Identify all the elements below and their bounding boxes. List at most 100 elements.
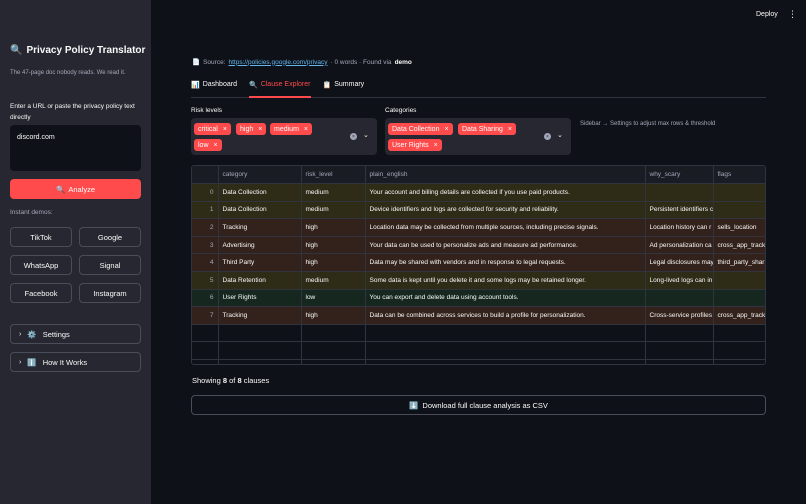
cell-plain-english[interactable]: You can export and delete data using acc… xyxy=(365,289,646,308)
column-header-index[interactable] xyxy=(192,166,219,185)
categories-multiselect[interactable]: Data Collection × Data Sharing × User Righ… xyxy=(385,118,571,155)
source-link[interactable]: https://policies.google.com/privacy xyxy=(228,58,328,66)
close-icon[interactable]: × xyxy=(507,125,512,133)
cell-risk-level[interactable]: high xyxy=(301,236,366,255)
cell-plain-english[interactable]: Device identifiers and logs are collecte… xyxy=(365,201,646,220)
cell-category[interactable]: Data Collection xyxy=(218,183,302,202)
demo-whatsapp-button[interactable]: WhatsApp xyxy=(10,255,72,275)
demo-facebook-button[interactable]: Facebook xyxy=(10,283,72,303)
cell-index[interactable]: 1 xyxy=(192,201,219,220)
column-header-plain-english[interactable]: plain_english xyxy=(365,166,646,185)
cell-plain-english[interactable]: Data may be shared with vendors and in r… xyxy=(365,253,646,273)
cell-category[interactable]: Tracking xyxy=(218,306,302,325)
table-row[interactable]: 5 Data Retention medium Some data is kept u… xyxy=(192,271,765,290)
chip-critical[interactable]: critical × xyxy=(194,123,231,135)
cell-flags[interactable]: cross_app_tracki xyxy=(713,236,765,255)
cell-plain-english[interactable]: Data can be combined across services to … xyxy=(365,306,646,325)
how-it-works-expander[interactable]: › ℹ️ How It Works xyxy=(10,352,141,372)
deploy-button[interactable]: Deploy xyxy=(756,11,778,18)
cell-risk-level[interactable]: medium xyxy=(301,201,366,220)
table-row[interactable]: 4 Third Party high Data may be shared with … xyxy=(192,253,765,273)
clause-table[interactable]: category risk_level plain_english why_sc… xyxy=(191,165,766,365)
close-icon[interactable]: × xyxy=(444,125,449,133)
cell-category[interactable]: Data Retention xyxy=(218,271,302,290)
table-row[interactable]: 6 User Rights low You can export and delete… xyxy=(192,289,765,308)
cell-plain-english[interactable]: Location data may be collected from mult… xyxy=(365,218,646,237)
cell-flags[interactable] xyxy=(713,271,765,290)
cell-why-scary[interactable] xyxy=(645,183,714,202)
cell-category[interactable]: Advertising xyxy=(218,236,302,255)
close-icon[interactable]: × xyxy=(303,125,308,133)
cell-risk-level[interactable]: medium xyxy=(301,271,366,290)
cell-why-scary[interactable]: Ad personalization ca xyxy=(645,236,714,255)
table-row[interactable]: 2 Tracking high Location data may be collec… xyxy=(192,218,765,237)
cell-risk-level[interactable]: low xyxy=(301,289,366,308)
cell-index[interactable]: 5 xyxy=(192,271,219,290)
clear-icon[interactable]: × xyxy=(544,133,551,140)
cell-why-scary[interactable]: Cross-service profiles xyxy=(645,306,714,325)
cell-category[interactable]: Data Collection xyxy=(218,201,302,220)
column-header-why-scary[interactable]: why_scary xyxy=(645,166,714,185)
chip-medium[interactable]: medium × xyxy=(270,123,312,135)
cell-why-scary[interactable]: Location history can r xyxy=(645,218,714,237)
chip-data-sharing[interactable]: Data Sharing × xyxy=(458,123,516,135)
cell-index[interactable]: 4 xyxy=(192,253,219,273)
column-header-flags[interactable]: flags xyxy=(713,166,765,185)
cell-flags[interactable]: sells_location xyxy=(713,218,765,237)
cell-category[interactable]: User Rights xyxy=(218,289,302,308)
column-header-risk-level[interactable]: risk_level xyxy=(301,166,366,185)
cell-risk-level[interactable]: high xyxy=(301,218,366,237)
cell-flags[interactable] xyxy=(713,289,765,308)
cell-index[interactable]: 0 xyxy=(192,183,219,202)
settings-expander[interactable]: › ⚙️ Settings xyxy=(10,324,141,344)
demo-google-button[interactable]: Google xyxy=(79,227,141,247)
cell-risk-level[interactable]: high xyxy=(301,306,366,325)
demo-instagram-button[interactable]: Instagram xyxy=(79,283,141,303)
policy-input[interactable]: discord.com xyxy=(10,125,141,171)
chevron-down-icon[interactable]: ⌄ xyxy=(557,132,563,139)
tab-dashboard[interactable]: 📊 Dashboard xyxy=(191,78,237,98)
cell-flags[interactable]: third_party_shar xyxy=(713,253,765,273)
chip-low[interactable]: low × xyxy=(194,139,222,151)
cell-category[interactable]: Third Party xyxy=(218,253,302,273)
kebab-menu-icon[interactable]: ⋮ xyxy=(788,9,797,19)
chip-data-collection[interactable]: Data Collection × xyxy=(388,123,453,135)
close-icon[interactable]: × xyxy=(258,125,263,133)
cell-flags[interactable] xyxy=(713,183,765,202)
cell-why-scary[interactable]: Persistent identifiers c xyxy=(645,201,714,220)
clear-icon[interactable]: × xyxy=(350,133,357,140)
column-header-category[interactable]: category xyxy=(218,166,302,185)
cell-plain-english[interactable]: Your data can be used to personalize ads… xyxy=(365,236,646,255)
close-icon[interactable]: × xyxy=(433,141,438,149)
cell-why-scary[interactable] xyxy=(645,289,714,308)
analyze-button[interactable]: 🔍 Analyze xyxy=(10,179,141,199)
cell-index[interactable]: 2 xyxy=(192,218,219,237)
cell-index[interactable]: 7 xyxy=(192,306,219,325)
table-row[interactable]: 7 Tracking high Data can be combined across… xyxy=(192,306,765,325)
cell-flags[interactable]: cross_app_tracki xyxy=(713,306,765,325)
download-csv-button[interactable]: ⬇️ Download full clause analysis as CSV xyxy=(191,395,766,415)
risk-levels-multiselect[interactable]: critical × high × medium × low × × ⌄ xyxy=(191,118,377,155)
cell-plain-english[interactable]: Your account and billing details are col… xyxy=(365,183,646,202)
cell-flags[interactable] xyxy=(713,201,765,220)
tab-summary[interactable]: 📋 Summary xyxy=(323,78,365,98)
cell-index[interactable]: 3 xyxy=(192,236,219,255)
cell-index[interactable]: 6 xyxy=(192,289,219,308)
table-row[interactable]: 1 Data Collection medium Device identifiers… xyxy=(192,201,765,220)
demo-tiktok-button[interactable]: TikTok xyxy=(10,227,72,247)
chip-user-rights[interactable]: User Rights × xyxy=(388,139,442,151)
cell-risk-level[interactable]: medium xyxy=(301,183,366,202)
cell-plain-english[interactable]: Some data is kept until you delete it an… xyxy=(365,271,646,290)
demo-signal-button[interactable]: Signal xyxy=(79,255,141,275)
cell-risk-level[interactable]: high xyxy=(301,253,366,273)
tab-clause-explorer[interactable]: 🔍 Clause Explorer xyxy=(248,78,311,98)
cell-why-scary[interactable]: Long-lived logs can in xyxy=(645,271,714,290)
cell-category[interactable]: Tracking xyxy=(218,218,302,237)
cell-why-scary[interactable]: Legal disclosures may xyxy=(645,253,714,273)
close-icon[interactable]: × xyxy=(213,141,218,149)
chip-high[interactable]: high × xyxy=(236,123,267,135)
chevron-down-icon[interactable]: ⌄ xyxy=(363,132,369,139)
table-row[interactable]: 0 Data Collection medium Your account and b… xyxy=(192,183,765,202)
table-row[interactable]: 3 Advertising high Your data can be used to… xyxy=(192,236,765,255)
close-icon[interactable]: × xyxy=(222,125,227,133)
